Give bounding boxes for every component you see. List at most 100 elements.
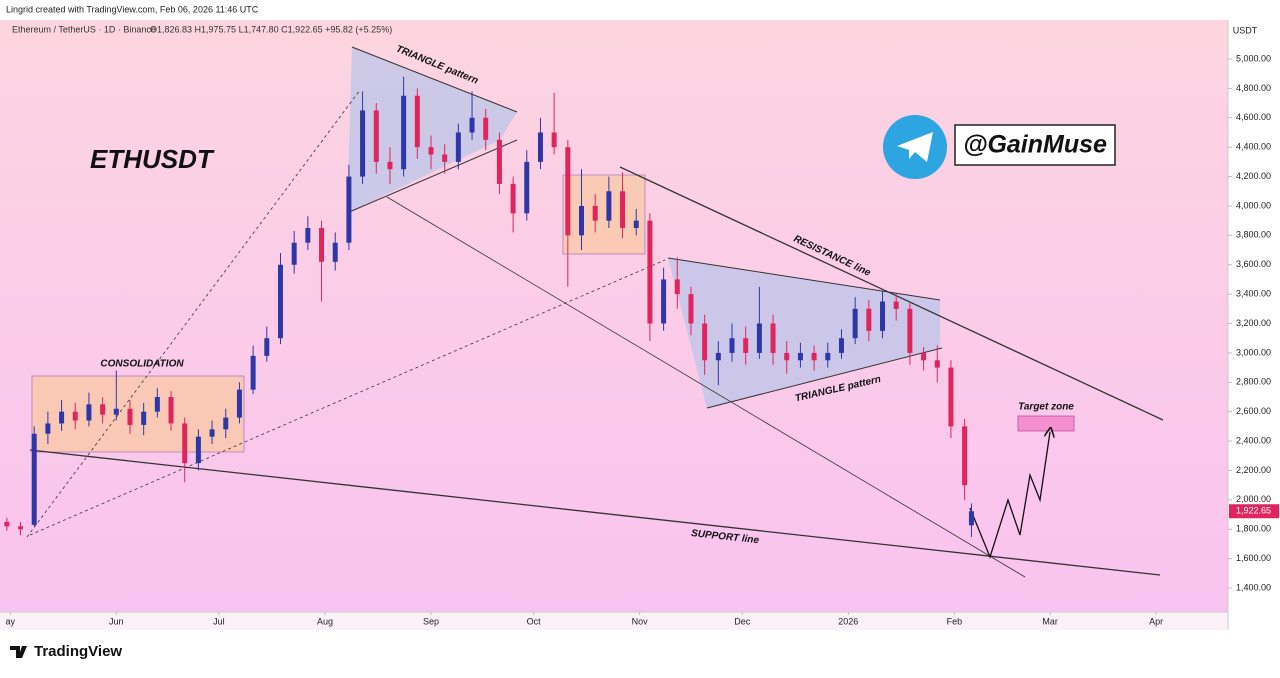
candle-body <box>797 352 803 361</box>
x-tick-label: Jul <box>213 616 225 626</box>
x-tick-label: Dec <box>734 616 751 626</box>
candle-body <box>18 526 24 530</box>
candle-body <box>770 323 776 353</box>
handle-box <box>954 124 1116 166</box>
candles <box>4 76 974 537</box>
triangle-line <box>706 347 943 409</box>
candle-body <box>661 279 667 324</box>
footer <box>0 630 1280 673</box>
plot-area <box>0 20 1228 612</box>
candle-body <box>592 205 598 221</box>
candle-body <box>756 323 762 353</box>
candle-body <box>428 147 434 155</box>
consolidation-box <box>31 375 245 453</box>
annotation: Target zone <box>1018 402 1074 413</box>
y-tick-label: 3,000.00 <box>1236 347 1271 357</box>
candle-body <box>483 117 489 140</box>
candle-body <box>968 511 974 526</box>
candle-body <box>45 423 51 434</box>
projection-path <box>969 432 1050 559</box>
time-axis <box>0 612 1228 630</box>
last-price-tag <box>1229 504 1279 519</box>
candle-body <box>223 417 229 430</box>
candle-body <box>811 352 817 361</box>
candle-body <box>113 408 119 415</box>
dashed-line <box>29 259 666 536</box>
candle-body <box>537 132 543 162</box>
candle-body <box>852 308 858 339</box>
candle-body <box>838 338 844 353</box>
candle-body <box>264 338 270 356</box>
telegram-plane <box>897 132 933 162</box>
y-tick-label: 5,000.00 <box>1236 53 1271 63</box>
candle-body <box>141 411 147 425</box>
candle-body <box>496 139 502 184</box>
header-bar <box>0 0 1280 20</box>
symbol-legend: Ethereum / TetherUS · 1D · Binance <box>12 24 156 34</box>
triangle-line <box>351 46 518 113</box>
y-tick-label: 4,600.00 <box>1236 112 1271 122</box>
candle-body <box>743 338 749 353</box>
currency: USDT <box>1233 25 1258 35</box>
resistance-line <box>619 166 1164 421</box>
x-tick-label: Jun <box>109 616 124 626</box>
y-tick-label: 3,200.00 <box>1236 318 1271 328</box>
y-tick-label: 1,600.00 <box>1236 553 1271 563</box>
x-tick-label: Apr <box>1149 616 1163 626</box>
candle-body <box>880 301 886 331</box>
candle-body <box>620 191 626 229</box>
brand: TradingView <box>34 643 122 660</box>
triangle-zone <box>668 258 940 408</box>
x-tick-label: 2026 <box>838 616 858 626</box>
target-zone <box>1017 415 1075 432</box>
candle-body <box>168 397 174 424</box>
candle-body <box>524 161 530 214</box>
y-tick-label: 4,800.00 <box>1236 83 1271 93</box>
candle-body <box>387 161 393 170</box>
candle-body <box>182 423 188 464</box>
y-tick-label: 2,400.00 <box>1236 435 1271 445</box>
candle-body <box>346 176 352 243</box>
y-tick-label: 3,400.00 <box>1236 289 1271 299</box>
y-tick-label: 4,400.00 <box>1236 142 1271 152</box>
candle-body <box>688 294 694 324</box>
annotation: CONSOLIDATION <box>100 359 184 370</box>
triangle-line <box>667 257 941 301</box>
candle-body <box>86 404 92 421</box>
candle-body <box>277 264 283 339</box>
candle-body <box>674 279 680 295</box>
x-tick-label: Sep <box>423 616 439 626</box>
x-tick-label: ay <box>6 616 16 626</box>
candle-body <box>825 352 831 361</box>
candle-body <box>729 338 735 353</box>
candle-body <box>702 323 708 361</box>
candle-body <box>907 308 913 353</box>
candle-body <box>551 132 557 148</box>
candle-body <box>373 110 379 162</box>
y-tick-label: 3,800.00 <box>1236 230 1271 240</box>
candle-body <box>934 360 940 368</box>
candle-body <box>784 352 790 361</box>
price-axis <box>1228 20 1280 630</box>
candle-body <box>948 367 954 427</box>
handle: @GainMuse <box>963 131 1107 159</box>
chart-title: ETHUSDT <box>90 144 215 174</box>
y-tick-label: 2,200.00 <box>1236 465 1271 475</box>
candle-body <box>469 117 475 133</box>
candle-body <box>127 408 133 425</box>
candle-body <box>455 132 461 162</box>
dashed-line <box>26 89 361 538</box>
range-box <box>562 174 646 255</box>
candle-body <box>236 389 242 418</box>
last-price-label: 1,922.65 <box>1236 506 1271 516</box>
y-tick-label: 3,600.00 <box>1236 259 1271 269</box>
x-tick-label: Oct <box>527 616 542 626</box>
candle-body <box>332 242 338 262</box>
candle-body <box>962 426 968 486</box>
credit: Lingrid created with TradingView.com, Fe… <box>6 4 259 14</box>
y-tick-label: 4,200.00 <box>1236 171 1271 181</box>
candle-body <box>319 228 325 262</box>
candle-body <box>100 404 106 415</box>
candle-body <box>291 242 297 265</box>
